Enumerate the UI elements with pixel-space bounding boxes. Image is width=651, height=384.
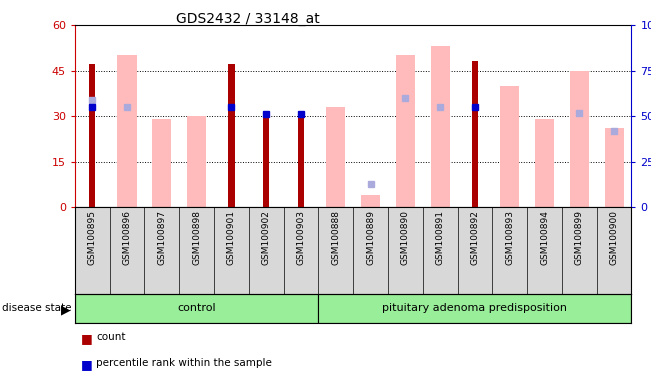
Text: GSM100901: GSM100901 [227,210,236,265]
Text: GSM100900: GSM100900 [609,210,618,265]
Bar [229,65,234,207]
Text: GSM100891: GSM100891 [436,210,445,265]
Text: GSM100889: GSM100889 [366,210,375,265]
Text: GSM100895: GSM100895 [88,210,97,265]
Text: disease state: disease state [2,303,72,313]
Bar [396,55,415,207]
Bar [263,116,270,207]
Text: GSM100890: GSM100890 [401,210,410,265]
Text: GSM100894: GSM100894 [540,210,549,265]
Bar [472,61,478,207]
Text: GSM100902: GSM100902 [262,210,271,265]
Bar [298,113,304,207]
Text: GSM100898: GSM100898 [192,210,201,265]
Bar [361,195,380,207]
Bar [75,294,318,323]
Text: pituitary adenoma predisposition: pituitary adenoma predisposition [382,303,568,313]
Text: percentile rank within the sample: percentile rank within the sample [96,358,272,368]
Text: GSM100896: GSM100896 [122,210,132,265]
Bar [570,71,589,207]
Text: GSM100903: GSM100903 [296,210,305,265]
Text: GDS2432 / 33148_at: GDS2432 / 33148_at [176,12,319,25]
Text: GSM100888: GSM100888 [331,210,340,265]
Bar [326,107,345,207]
Bar [535,119,554,207]
Text: control: control [177,303,216,313]
Text: ▶: ▶ [61,304,70,316]
Text: ■: ■ [81,332,93,345]
Text: GSM100899: GSM100899 [575,210,584,265]
Bar [318,294,631,323]
Bar [500,86,519,207]
Text: GSM100897: GSM100897 [158,210,167,265]
Text: ■: ■ [81,358,93,371]
Bar [430,46,450,207]
Text: GSM100892: GSM100892 [471,210,479,265]
Bar [89,65,96,207]
Bar [605,128,624,207]
Text: GSM100893: GSM100893 [505,210,514,265]
Bar [117,55,137,207]
Bar [187,116,206,207]
Text: count: count [96,332,126,342]
Bar [152,119,171,207]
